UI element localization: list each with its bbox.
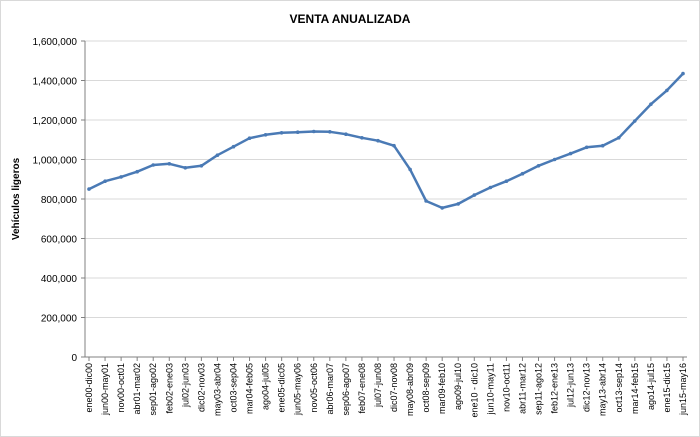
- data-point: [552, 157, 557, 162]
- data-point: [199, 164, 204, 168]
- data-point: [424, 199, 428, 203]
- data-point: [600, 143, 605, 148]
- x-tick-label: ene15-dic15: [662, 363, 672, 413]
- data-point: [584, 145, 589, 150]
- x-tick-label: nov00-oct01: [116, 363, 126, 413]
- data-point: [247, 136, 252, 140]
- y-axis-ticks: 0 200,000 400,000 600,000 800,000 1,000,000 1,…: [33, 37, 85, 364]
- x-tick-label: sep01-ago02: [148, 363, 158, 416]
- x-tick-label: abr01-mar02: [132, 363, 142, 415]
- data-point: [376, 138, 380, 143]
- data-point: [344, 132, 348, 136]
- x-tick-label: oct13-sep14: [614, 363, 624, 413]
- x-tick-label: feb12-ene13: [550, 363, 560, 414]
- data-point: [617, 136, 621, 140]
- data-point: [135, 169, 139, 174]
- x-tick-label: ago04-jul05: [261, 363, 271, 410]
- x-tick-label: jun15-may16: [678, 363, 688, 416]
- data-point: [649, 102, 653, 106]
- x-tick-label: oct08-sep09: [421, 363, 431, 413]
- series-line: [88, 72, 684, 210]
- x-tick-label: ene00-dic00: [84, 363, 94, 413]
- y-tick-label: 1,200,000: [33, 116, 78, 127]
- x-tick-label: ago14-jul15: [646, 363, 656, 410]
- x-tick-label: mar14-feb15: [630, 363, 640, 414]
- x-tick-label: ago09-jul10: [453, 363, 463, 410]
- data-point: [392, 143, 396, 148]
- y-tick-label: 1,600,000: [33, 37, 78, 48]
- x-tick-label: may08-abr09: [405, 363, 415, 416]
- x-tick-label: nov10-oct11: [501, 363, 511, 412]
- y-axis-label: Vehículos ligeros: [11, 157, 22, 240]
- x-tick-label: jul07-jun08: [373, 363, 383, 408]
- x-tick-label: jul12-jun13: [566, 363, 576, 408]
- x-tick-label: mar04-feb05: [245, 363, 255, 414]
- y-tick-label: 800,000: [41, 195, 78, 206]
- x-tick-label: sep11-ago12: [534, 363, 544, 415]
- x-tick-label: oct03-sep04: [228, 363, 238, 413]
- x-tick-label: jul02-jun03: [180, 363, 190, 408]
- x-tick-label: nov05-oct06: [309, 363, 319, 413]
- data-point: [665, 88, 669, 93]
- x-axis-ticks: ene00-dic00 jun00-may01 nov00-oct01 abr01-m…: [84, 357, 688, 418]
- chart-title: VENTA ANUALIZADA: [290, 12, 411, 26]
- y-tick-label: 200,000: [41, 314, 78, 325]
- data-point: [408, 167, 412, 172]
- x-tick-label: ene05-dic05: [277, 363, 287, 413]
- data-point: [520, 171, 525, 176]
- x-tick-label: dic12-nov13: [582, 363, 592, 412]
- y-tick-label: 600,000: [41, 235, 78, 246]
- data-point: [87, 187, 91, 191]
- data-point: [681, 71, 685, 76]
- data-point: [103, 179, 107, 183]
- data-point: [279, 131, 284, 135]
- x-tick-label: feb07-ene08: [357, 363, 367, 414]
- y-tick-label: 1,400,000: [33, 77, 78, 88]
- data-point: [231, 144, 236, 149]
- data-point: [119, 175, 123, 179]
- x-tick-label: may03-abr04: [212, 363, 222, 416]
- data-point: [568, 151, 573, 156]
- data-point: [263, 133, 268, 137]
- x-tick-label: dic07-nov08: [389, 363, 399, 412]
- y-tick-label: 400,000: [41, 274, 78, 285]
- data-point: [504, 179, 509, 183]
- data-point: [536, 164, 541, 168]
- x-tick-label: jun10-may11: [485, 363, 495, 415]
- x-tick-label: feb02-ene03: [164, 363, 174, 414]
- x-tick-label: may13-abr14: [598, 363, 608, 416]
- data-point: [633, 119, 637, 123]
- data-point: [360, 136, 364, 140]
- data-point: [295, 130, 300, 134]
- x-tick-label: sep06-ago07: [341, 363, 351, 416]
- data-point: [167, 162, 172, 166]
- data-point: [440, 206, 445, 210]
- data-point: [328, 130, 332, 134]
- x-tick-label: ene10 - dic10: [469, 363, 479, 418]
- data-point: [312, 129, 316, 134]
- gridlines: [85, 40, 687, 318]
- x-tick-label: dic02-nov03: [196, 363, 206, 412]
- x-tick-label: mar09-feb10: [437, 363, 447, 414]
- data-point: [183, 166, 188, 170]
- y-tick-label: 1,000,000: [33, 156, 78, 167]
- x-tick-label: abr11-mar12: [517, 363, 527, 414]
- y-tick-label: 0: [71, 353, 77, 364]
- data-point: [215, 153, 220, 157]
- data-point: [456, 202, 461, 206]
- data-point: [151, 163, 155, 167]
- series-vehiculos-ligeros: [87, 71, 685, 210]
- x-tick-label: jun00-may01: [100, 363, 110, 416]
- data-point: [472, 193, 477, 197]
- data-point: [488, 185, 493, 190]
- x-tick-label: jun05-may06: [293, 363, 303, 416]
- x-tick-label: abr06-mar07: [325, 363, 335, 415]
